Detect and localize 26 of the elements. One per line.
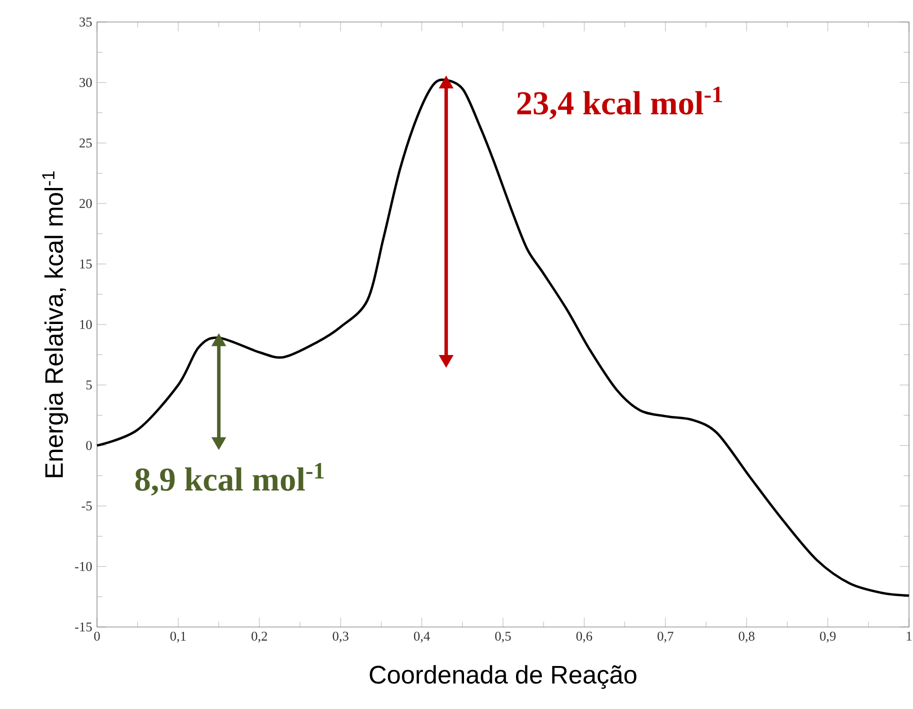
x-tick-label: 0 (94, 632, 100, 641)
annotation: 8,9 kcal mol$^{-1}$ (135, 463, 324, 496)
y-tick-label: 20 (80, 198, 92, 208)
x-tick-label: 0,5 (495, 632, 511, 643)
x-tick-label: 0,4 (414, 632, 430, 643)
y-tick-label: -5 (82, 502, 92, 510)
y-tick-label: 5 (86, 380, 92, 390)
x-tick-label: 0,7 (658, 632, 674, 643)
y-tick-label: 25 (80, 138, 92, 148)
x-tick-label: 0,1 (170, 632, 186, 643)
annotation: 23,4 kcal mol$^{-1}$ (517, 86, 722, 120)
y-axis-title: Energia Relativa, kcal mol$^{-1}$ (42, 171, 68, 478)
x-tick-label: 0,8 (738, 632, 754, 643)
y-tick-label: 10 (80, 320, 92, 329)
y-tick-label: -15 (75, 622, 92, 632)
x-tick-label: 0,6 (576, 632, 592, 643)
y-tick-label: 0 (86, 440, 92, 450)
x-tick-label: 0,9 (820, 632, 836, 643)
x-tick-label: 1 (906, 632, 912, 640)
x-tick-label: 0,2 (252, 632, 268, 643)
y-tick-label: 35 (80, 18, 92, 26)
y-tick-label: 15 (80, 260, 92, 268)
x-axis-title: Coordenada de Reação (370, 665, 636, 689)
y-tick-label: 30 (80, 78, 92, 87)
y-tick-label: -10 (75, 562, 92, 571)
x-tick-label: 0,3 (332, 632, 348, 643)
